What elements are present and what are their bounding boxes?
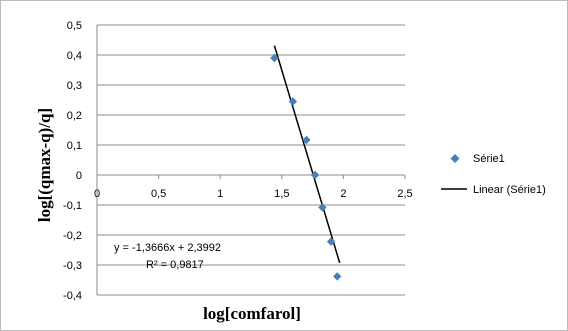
- x-tick-label: 2: [340, 188, 346, 200]
- trendline-linear: [273, 45, 341, 264]
- legend-label-trendline: Linear (Série1): [473, 184, 546, 196]
- x-axis-title: log[comfarol]: [203, 304, 301, 323]
- x-tick-label: 2,5: [397, 188, 412, 200]
- data-point: [270, 53, 279, 63]
- grid-lines: [97, 24, 405, 296]
- y-tick-label: -0,3: [63, 260, 82, 272]
- axes: [96, 25, 406, 295]
- x-tick-label: 1,5: [274, 188, 289, 200]
- data-point: [318, 203, 327, 212]
- y-tick-labels: 0,5 0,4 0,3 0,2 0,1 0 -0,1 -0,2 -0,3 -0,4: [63, 20, 82, 302]
- data-point: [326, 237, 336, 246]
- legend-marker-serie1: [450, 154, 460, 163]
- x-tick-label: 0: [94, 188, 100, 200]
- legend: Série1 Linear (Série1): [441, 153, 546, 196]
- trendline-r-squared: R² = 0,9817: [146, 259, 204, 271]
- legend-label-serie1: Série1: [473, 153, 505, 165]
- trendline-equation: y = -1,3666x + 2,3992: [114, 242, 221, 254]
- data-point: [302, 135, 311, 145]
- x-tick-label: 0,5: [151, 188, 166, 200]
- y-tick-label: 0,5: [67, 20, 82, 32]
- y-tick-label: 0,3: [67, 80, 82, 92]
- data-point: [310, 170, 320, 180]
- y-tick-label: -0,1: [63, 200, 82, 212]
- data-points: [270, 53, 342, 281]
- y-tick-label: 0,2: [67, 110, 82, 122]
- y-tick-label: -0,2: [63, 230, 82, 242]
- x-tick-labels: 0 0,5 1 1,5 2 2,5: [94, 188, 413, 200]
- trendline: [273, 45, 341, 264]
- y-tick-label: 0: [76, 170, 82, 182]
- data-point: [288, 97, 298, 106]
- y-tick-label: 0,1: [67, 140, 82, 152]
- y-tick-label: 0,4: [67, 50, 82, 62]
- y-tick-label: -0,4: [63, 290, 82, 302]
- data-point: [333, 272, 342, 281]
- x-tick-label: 1: [217, 188, 223, 200]
- y-axis-title: log[(qmax-q)/q]: [35, 108, 54, 222]
